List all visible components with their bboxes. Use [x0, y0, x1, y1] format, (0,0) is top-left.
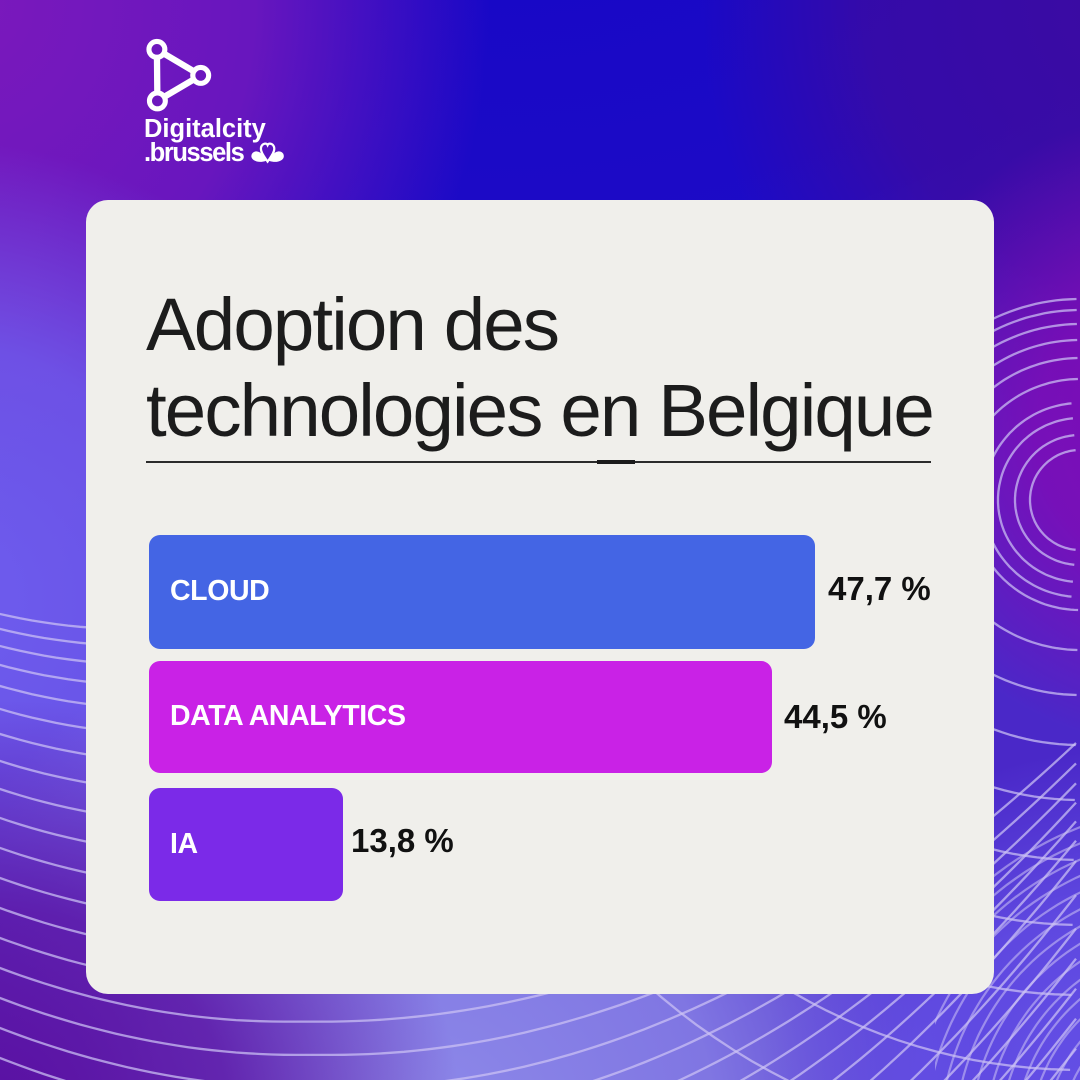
svg-text:Digitalcity: Digitalcity [144, 115, 267, 143]
svg-text:.brussels: .brussels [144, 139, 245, 167]
